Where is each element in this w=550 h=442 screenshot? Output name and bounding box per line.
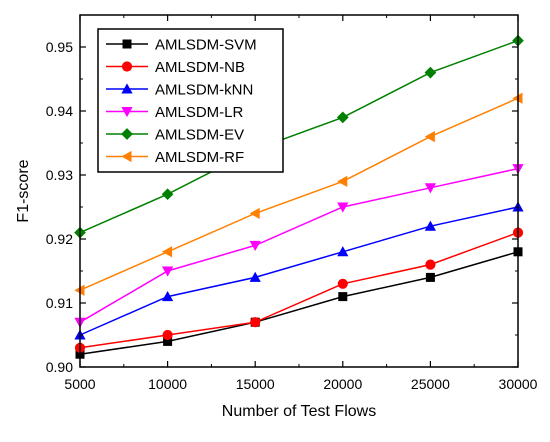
series-amlsdm-nb	[74, 227, 524, 353]
data-point-amlsdm-rf	[161, 246, 173, 258]
series-line-amlsdm-rf	[79, 97, 519, 291]
legend-item-amlsdm-rf: AMLSDM-RF	[106, 149, 244, 166]
y-tick-label: 0.94	[46, 103, 73, 119]
data-point-amlsdm-nb	[425, 259, 436, 270]
data-point-amlsdm-nb	[162, 329, 173, 341]
data-point-amlsdm-knn	[424, 220, 437, 231]
data-point-amlsdm-rf	[249, 207, 260, 220]
data-point-amlsdm-ev	[161, 188, 174, 201]
data-point-amlsdm-lr	[337, 202, 349, 213]
x-tick-label: 5000	[64, 376, 95, 392]
data-point-amlsdm-lr	[424, 183, 437, 194]
legend-marker-amlsdm-ev	[121, 128, 133, 140]
series-line-amlsdm-svm	[79, 251, 519, 355]
legend-item-amlsdm-knn: AMLSDM-kNN	[106, 82, 253, 99]
y-tick-label: 0.92	[46, 231, 73, 247]
legend-marker-amlsdm-svm	[122, 39, 132, 49]
y-tick-label: 0.93	[46, 167, 73, 183]
series-line-amlsdm-lr	[79, 167, 519, 323]
legend-label-amlsdm-rf: AMLSDM-RF	[155, 149, 244, 166]
legend-marker-amlsdm-knn	[121, 83, 133, 94]
data-point-amlsdm-svm	[338, 292, 348, 302]
data-point-amlsdm-knn	[161, 290, 174, 302]
legend-item-amlsdm-nb: AMLSDM-NB	[106, 59, 245, 76]
legend-marker-amlsdm-nb	[121, 61, 133, 72]
legend-label-amlsdm-knn: AMLSDM-kNN	[155, 82, 253, 99]
series-line-amlsdm-nb	[79, 231, 519, 349]
data-point-amlsdm-svm	[163, 336, 173, 346]
legend-label-amlsdm-nb: AMLSDM-NB	[155, 59, 245, 76]
legend-label-amlsdm-ev: AMLSDM-EV	[155, 127, 244, 144]
y-tick-label: 0.91	[46, 295, 73, 311]
series-amlsdm-lr	[74, 164, 524, 328]
x-axis-title: Number of Test Flows	[222, 403, 376, 420]
legend: AMLSDM-SVM AMLSDM-NB AMLSDM-kNN AMLSDM-LR AM…	[97, 28, 284, 173]
data-point-amlsdm-rf	[424, 130, 435, 143]
data-point-amlsdm-nb	[250, 317, 261, 328]
legend-box	[97, 28, 284, 173]
series-line-amlsdm-knn	[79, 206, 519, 336]
legend-item-amlsdm-svm: AMLSDM-SVM	[106, 37, 257, 54]
data-point-amlsdm-lr	[161, 266, 174, 277]
x-tick-label: 10000	[148, 376, 187, 392]
data-point-amlsdm-knn	[337, 246, 349, 257]
legend-label-amlsdm-svm: AMLSDM-SVM	[155, 37, 257, 54]
legend-item-amlsdm-lr: AMLSDM-LR	[106, 104, 244, 121]
x-tick-label: 25000	[411, 376, 450, 392]
y-axis-title: F1-score	[15, 159, 32, 222]
axes-layer: 5000 10000 15000 20000 25000 30000 0.90 0.91 0.9…	[46, 15, 538, 392]
data-point-amlsdm-rf	[337, 175, 348, 188]
data-point-amlsdm-ev	[424, 66, 437, 79]
legend-marker-amlsdm-rf	[121, 150, 132, 163]
x-tick-label: 20000	[323, 376, 362, 392]
data-point-amlsdm-lr	[249, 240, 261, 252]
data-point-amlsdm-knn	[249, 271, 261, 282]
y-tick-label: 0.95	[46, 39, 73, 55]
x-tick-label: 15000	[236, 376, 275, 392]
legend-item-amlsdm-ev: AMLSDM-EV	[106, 127, 244, 144]
data-point-amlsdm-nb	[337, 278, 348, 289]
series-line-amlsdm-ev	[79, 39, 519, 234]
legend-label-amlsdm-lr: AMLSDM-LR	[155, 104, 244, 121]
data-point-amlsdm-svm	[425, 272, 435, 282]
x-tick-label: 30000	[499, 376, 538, 392]
y-tick-label: 0.90	[46, 359, 73, 375]
legend-marker-amlsdm-lr	[121, 107, 133, 118]
data-point-amlsdm-ev	[336, 111, 349, 124]
